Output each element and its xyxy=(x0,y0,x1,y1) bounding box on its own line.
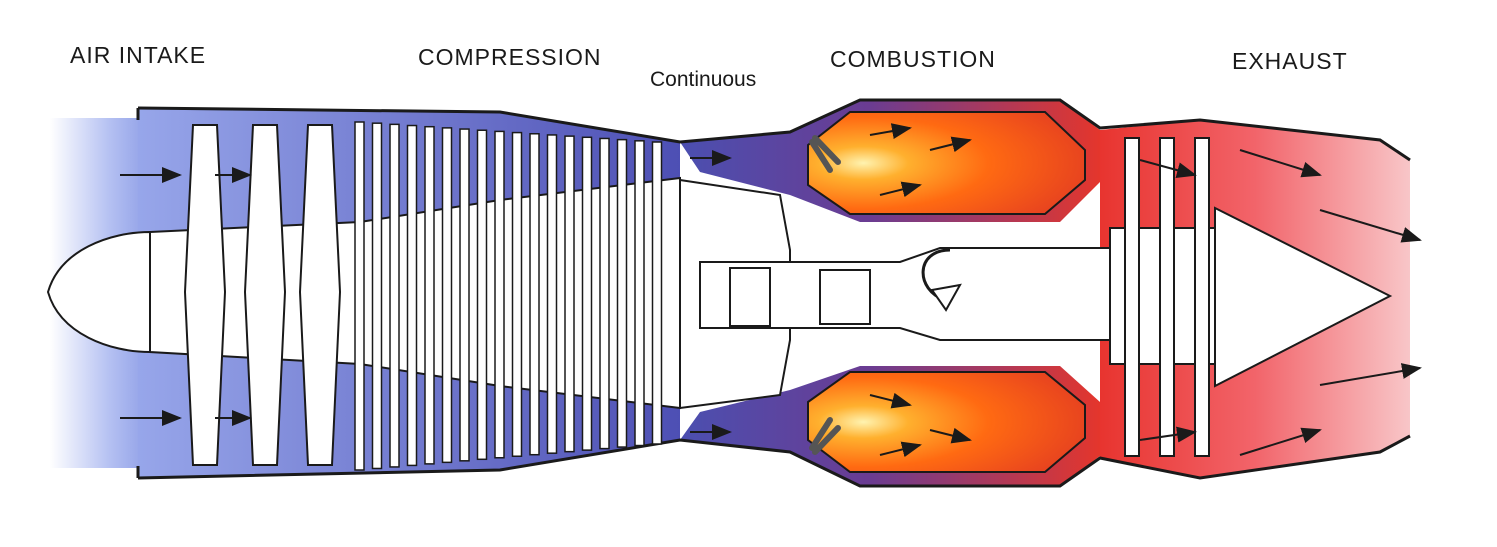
shaft-coupling xyxy=(819,269,871,325)
turbine-blade xyxy=(1194,137,1210,457)
compressor-stage-blade xyxy=(564,135,575,453)
turbine-blades xyxy=(1124,137,1210,457)
air-intake-label: AIR INTAKE xyxy=(70,42,207,68)
shaft-bearing xyxy=(729,267,771,327)
flow-arrow-icon xyxy=(1239,427,1322,456)
flow-arrow-icon xyxy=(879,181,922,198)
rotation-arrowhead-icon xyxy=(930,283,962,312)
flow-arrow-icon xyxy=(879,441,922,458)
turbine-blade xyxy=(1124,137,1140,457)
compressor-stage-blade xyxy=(354,121,365,471)
compressor-stage-blade xyxy=(634,140,645,447)
combustion-label: COMBUSTION xyxy=(830,46,996,72)
fan-blade xyxy=(183,124,227,466)
compressor-stage-blade xyxy=(424,125,435,465)
compressor-stage-blade xyxy=(476,129,488,461)
flow-arrow-icon xyxy=(869,392,912,409)
upper-flame-tube xyxy=(807,111,1086,215)
compressor-stage-blade xyxy=(581,136,593,451)
exhaust-label: EXHAUST xyxy=(1232,48,1348,74)
fan-blade xyxy=(243,124,287,466)
fan-blade xyxy=(298,124,342,466)
compressor-stage-blade xyxy=(494,130,505,459)
turbine-blade xyxy=(1159,137,1175,457)
compressor-stage-blade xyxy=(529,133,540,456)
continuous-label: Continuous xyxy=(650,68,757,91)
flow-arrow-icon xyxy=(1319,363,1422,386)
igniter-icon xyxy=(809,417,841,455)
flow-arrow-icon xyxy=(1139,159,1197,178)
compressor-stage-blade xyxy=(389,123,400,468)
outer-casing-top xyxy=(137,98,1411,162)
igniter-icon xyxy=(809,135,841,173)
compressor-stage-blade xyxy=(371,122,383,470)
lower-flame-tube xyxy=(807,371,1086,473)
outer-casing-bottom xyxy=(137,434,1411,488)
compression-label: COMPRESSION xyxy=(418,44,602,70)
compressor-stage-blade xyxy=(651,141,663,445)
compressor-stage-blade xyxy=(459,128,470,462)
compressor-stage-blade xyxy=(406,124,418,467)
flow-arrow-icon xyxy=(1139,426,1197,443)
flow-arrow-icon xyxy=(869,123,912,139)
flow-arrow-icon xyxy=(929,136,972,153)
compressor-stage-blade xyxy=(441,127,453,464)
compressor-blades xyxy=(183,121,663,471)
flow-arrow-icon xyxy=(1319,209,1422,243)
compressor-stage-blade xyxy=(616,138,628,448)
flow-arrow-icon xyxy=(929,427,972,444)
compressor-stage-blade xyxy=(511,131,523,457)
flow-arrow-icon xyxy=(1239,149,1322,178)
compressor-stage-blade xyxy=(599,137,610,450)
compressor-stage-blade xyxy=(546,134,558,454)
flow-arrows xyxy=(120,123,1422,458)
